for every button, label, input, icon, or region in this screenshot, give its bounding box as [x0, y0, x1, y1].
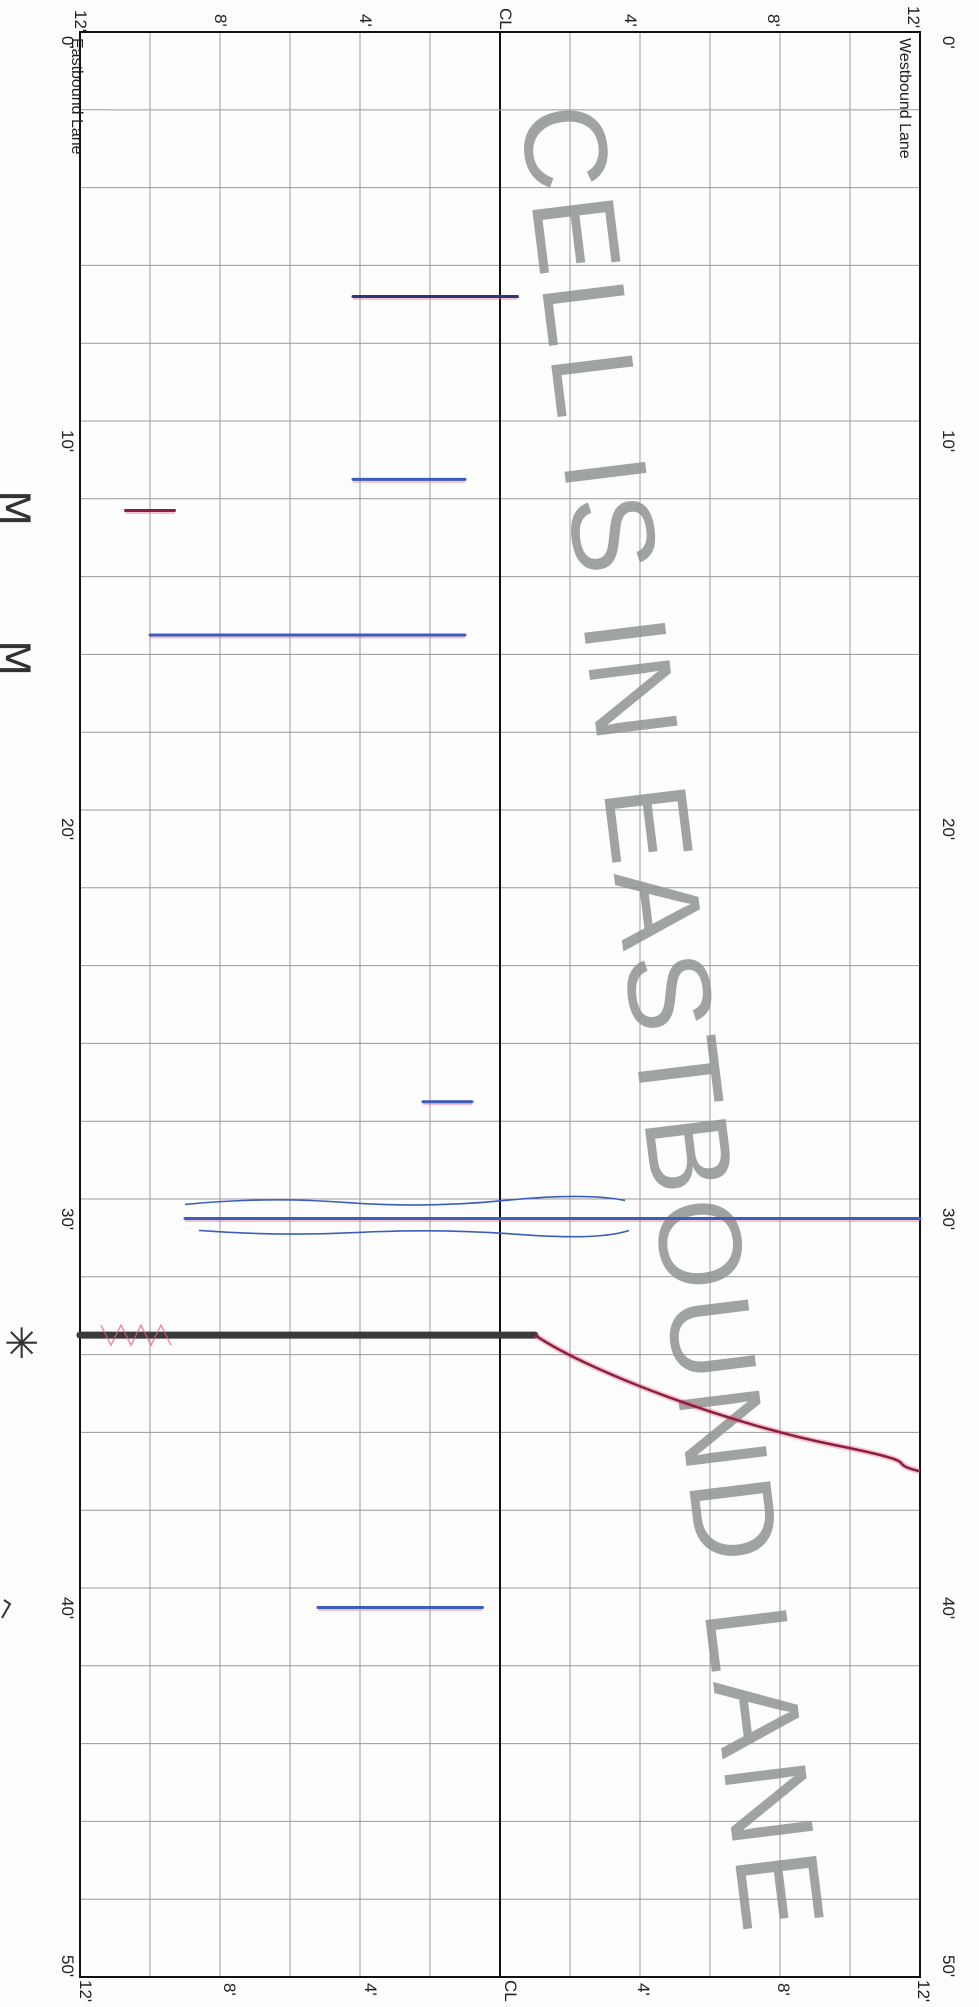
distance-label: 40': [939, 1597, 958, 1619]
right-distance-scale: 0' 10' 20' 30' 40' 50': [939, 36, 958, 1977]
margin-mark-asterisk: ✳: [4, 1319, 39, 1368]
distance-label: 20': [939, 818, 958, 840]
bottom-scale-label: 8': [774, 1983, 793, 1996]
top-scale-label: 12': [71, 10, 90, 32]
top-scale-label: 4': [621, 14, 640, 27]
left-distance-scale: 0' 10' 20' 30' 40' 50': [58, 36, 77, 1977]
wavy-crack: [184, 1195, 626, 1206]
distance-label: 0': [939, 36, 958, 49]
bottom-scale-label: 12': [76, 1980, 95, 2002]
top-scale-label: CL: [496, 8, 515, 30]
top-scale-label: 12': [904, 6, 923, 28]
distress-layer: [76, 295, 922, 1611]
distance-label: 50': [58, 1955, 77, 1977]
watermark-text: CELL IS IN EASTBOUND LANE: [494, 97, 850, 1943]
bottom-scale-label: 8': [220, 1983, 239, 1996]
bottom-scale-label: CL: [501, 1980, 520, 2002]
westbound-lane-label: Westbound Lane: [896, 38, 913, 159]
distance-label: 40': [58, 1597, 77, 1619]
joint-highlight: [100, 1323, 172, 1347]
diagonal-crack: [534, 1334, 921, 1473]
distance-label: 20': [58, 818, 77, 840]
distance-label: 30': [58, 1208, 77, 1230]
distance-label: 0': [58, 36, 77, 49]
distance-label: 10': [939, 430, 958, 452]
margin-mark-partial: [1, 1599, 12, 1619]
top-scale-label: 8': [211, 14, 230, 27]
top-scale-label: 8': [764, 14, 783, 27]
top-scale-label: 4': [356, 14, 375, 27]
margin-mark-m: M: [0, 490, 39, 526]
distance-label: 50': [939, 1955, 958, 1977]
distance-label: 10': [58, 430, 77, 452]
bottom-scale-label: 12': [914, 1980, 933, 2002]
wavy-crack: [198, 1229, 630, 1238]
distance-label: 30': [939, 1208, 958, 1230]
top-scale: 12' 8' 4' CL 4' 8' 12': [71, 6, 923, 32]
eastbound-lane-label: Eastbound Lane: [68, 38, 85, 155]
bottom-scale: 12' 8' 4' CL 4' 8' 12': [76, 1980, 933, 2002]
bottom-scale-label: 4': [634, 1983, 653, 1996]
bottom-scale-label: 4': [361, 1983, 380, 1996]
margin-mark-m: M: [0, 640, 39, 676]
